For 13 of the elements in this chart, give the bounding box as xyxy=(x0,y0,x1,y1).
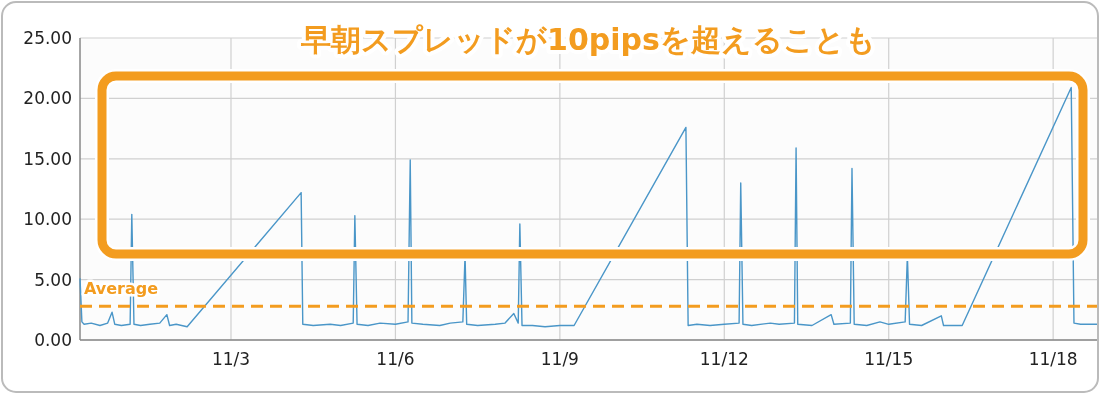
x-tick-label: 11/12 xyxy=(699,349,749,369)
y-tick-label: 15.00 xyxy=(23,148,72,169)
x-tick-label: 11/15 xyxy=(864,349,914,369)
y-tick-label: 10.00 xyxy=(23,209,72,230)
y-tick-label: 25.00 xyxy=(23,28,72,48)
y-tick-label: 0.00 xyxy=(34,330,72,350)
x-tick-label: 11/6 xyxy=(376,349,415,369)
y-tick-label: 20.00 xyxy=(23,88,72,109)
y-tick-label: 5.00 xyxy=(34,269,72,290)
chart-title: 早朝スプレッドが10pipsを超えることも xyxy=(300,22,876,57)
x-tick-label: 11/18 xyxy=(1028,349,1078,369)
x-tick-label: 11/3 xyxy=(211,349,251,369)
x-tick-label: 11/9 xyxy=(540,349,579,369)
